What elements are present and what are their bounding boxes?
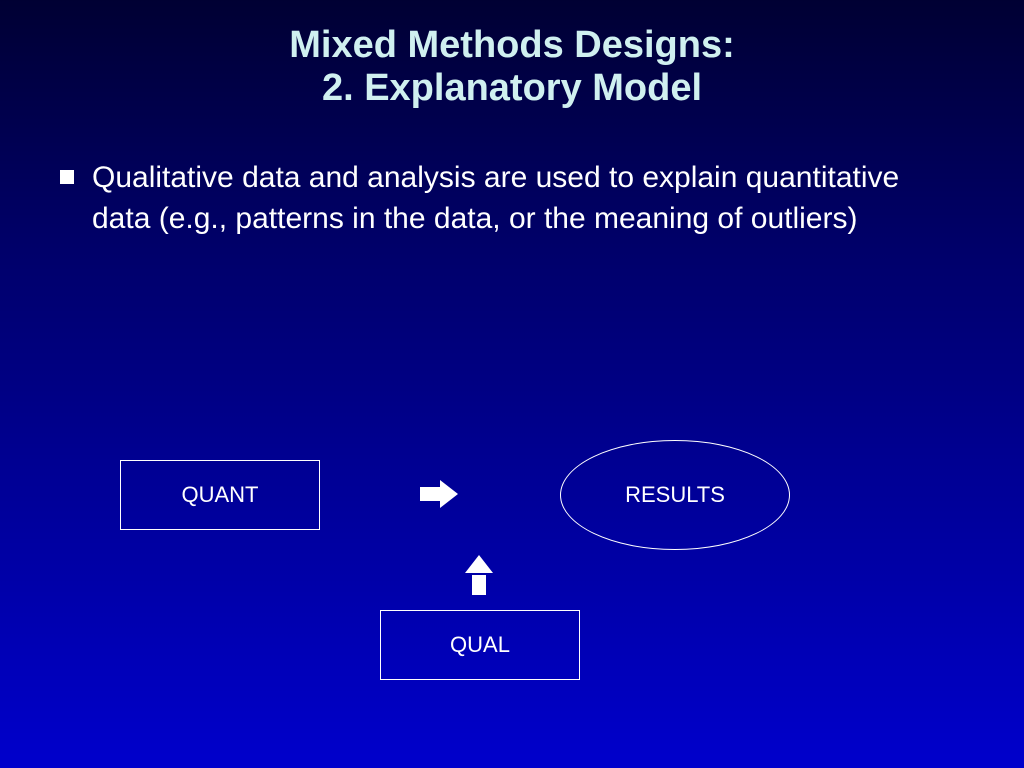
flow-diagram: QUANT RESULTS QUAL	[0, 0, 1024, 768]
node-results-label: RESULTS	[625, 482, 725, 508]
node-qual-label: QUAL	[450, 632, 510, 658]
arrow-up-icon	[465, 555, 493, 595]
node-results: RESULTS	[560, 440, 790, 550]
arrow-right-icon	[420, 480, 460, 508]
node-quant: QUANT	[120, 460, 320, 530]
node-quant-label: QUANT	[182, 482, 259, 508]
node-qual: QUAL	[380, 610, 580, 680]
